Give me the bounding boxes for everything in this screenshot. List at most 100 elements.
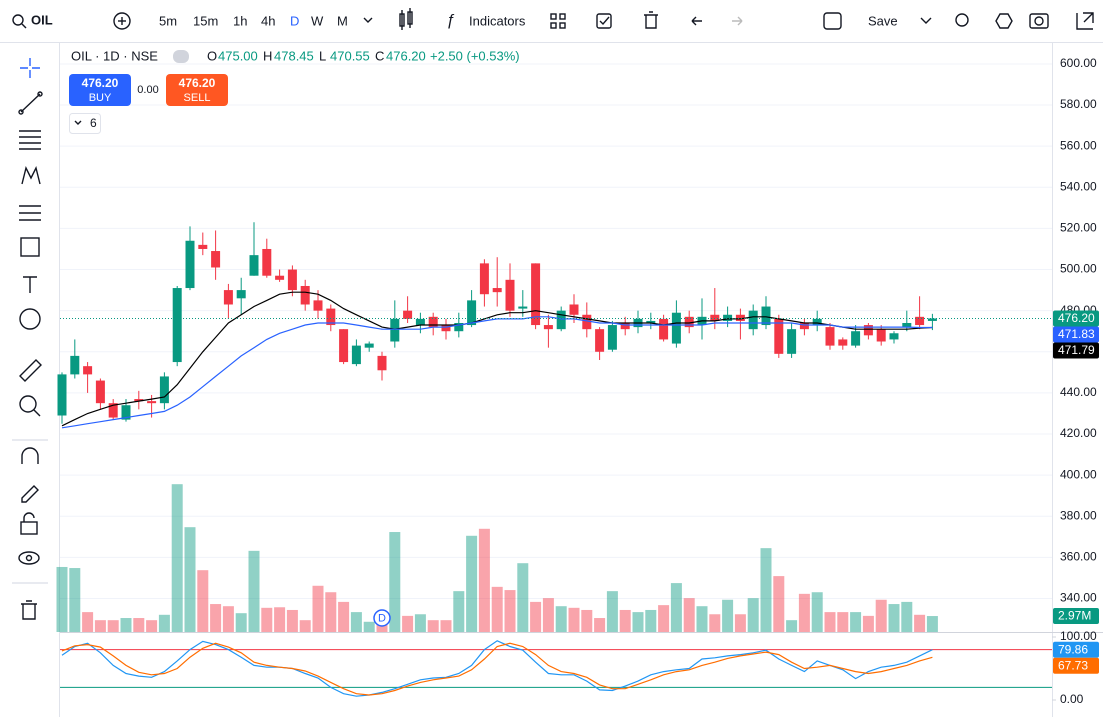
volume-bar xyxy=(734,614,746,632)
legend-change: +2.50 (+0.53%) xyxy=(430,48,520,63)
quantity[interactable]: 6 xyxy=(90,116,97,130)
volume-bar xyxy=(722,599,734,632)
osc-tick-label: 100.00 xyxy=(1060,629,1097,643)
oscillator-line xyxy=(61,642,933,696)
dividend-marker-label: D xyxy=(378,612,386,624)
candle-body xyxy=(787,329,797,354)
oscillator-line xyxy=(61,640,933,697)
volume-bar xyxy=(504,590,516,632)
candle-body xyxy=(147,401,157,404)
candle-body xyxy=(185,240,195,289)
candle-body xyxy=(492,288,502,293)
sell-button[interactable] xyxy=(166,74,228,106)
layouts[interactable] xyxy=(550,13,566,29)
volume-bar xyxy=(197,570,209,632)
y-tick-label: 520.00 xyxy=(1060,221,1097,235)
volume-bar xyxy=(888,604,900,632)
volume-bar xyxy=(760,548,772,632)
candle-body xyxy=(748,310,758,330)
fullscreen[interactable] xyxy=(1076,12,1094,30)
legend-value: 476.20 xyxy=(386,48,426,63)
moving-average xyxy=(61,291,933,427)
checkbox[interactable] xyxy=(823,12,842,30)
y-tick-label: 540.00 xyxy=(1060,179,1097,193)
legend-key: H xyxy=(263,48,272,63)
interval[interactable]: 4h xyxy=(261,13,275,28)
volume-bar xyxy=(325,592,337,632)
dropdown[interactable] xyxy=(920,17,932,24)
candle-body xyxy=(607,325,617,350)
candle-body xyxy=(582,314,592,330)
buy-button[interactable] xyxy=(69,74,131,106)
candle-body xyxy=(287,269,297,291)
fx-icon: ƒ xyxy=(446,12,455,29)
interval[interactable]: M xyxy=(337,13,348,28)
save[interactable]: Save xyxy=(868,13,898,28)
quick-search[interactable] xyxy=(955,13,969,27)
snapshot[interactable] xyxy=(1029,13,1049,29)
y-tick-label: 340.00 xyxy=(1060,591,1097,605)
y-tick-label: 400.00 xyxy=(1060,467,1097,481)
undo[interactable] xyxy=(691,16,702,26)
candle-body xyxy=(646,320,656,323)
candle-body xyxy=(390,318,400,342)
buy-label[interactable]: BUY xyxy=(89,92,112,104)
delete[interactable] xyxy=(644,11,658,29)
volume-bar xyxy=(350,612,362,632)
volume-bar xyxy=(709,614,721,632)
interval[interactable]: 1h xyxy=(233,13,247,28)
volume-bar xyxy=(901,601,913,632)
volume-bar xyxy=(312,585,324,632)
volume-bar xyxy=(811,592,823,632)
price-badge-label: 471.79 xyxy=(1058,343,1095,357)
volume-bar xyxy=(670,583,682,632)
redo[interactable] xyxy=(732,16,743,26)
volume-bar xyxy=(427,620,439,632)
legend-key: O xyxy=(207,48,217,63)
candle-body xyxy=(364,343,374,348)
volume-bar xyxy=(82,612,94,632)
candle-body xyxy=(659,318,669,340)
volume-bar xyxy=(786,620,798,632)
symbol[interactable]: OIL xyxy=(31,12,53,27)
legend-symbol: OIL · 1D · NSE xyxy=(71,48,158,63)
chart-type[interactable] xyxy=(399,8,413,30)
dropdown[interactable] xyxy=(363,17,373,23)
interval[interactable]: 5m xyxy=(159,13,177,28)
legend-value: 470.55 xyxy=(330,48,370,63)
dividend-marker[interactable] xyxy=(373,609,391,627)
buy-price[interactable]: 476.20 xyxy=(82,76,119,90)
alerts[interactable] xyxy=(596,13,612,29)
y-tick-label: 600.00 xyxy=(1060,56,1097,70)
volume-bar xyxy=(875,599,887,632)
interval-active[interactable]: D xyxy=(290,13,299,28)
candle-body xyxy=(211,251,221,268)
candle-body xyxy=(403,310,413,319)
candle-body xyxy=(249,255,259,276)
y-tick-label: 360.00 xyxy=(1060,550,1097,564)
interval[interactable]: 15m xyxy=(193,13,218,28)
volume-bar xyxy=(69,568,81,632)
settings[interactable] xyxy=(995,13,1013,29)
indicators[interactable]: Indicators xyxy=(469,13,526,28)
quantity-box[interactable] xyxy=(69,113,101,134)
trade-panel: 476.20 BUY 0.00 476.20 SELL 6 xyxy=(69,74,228,134)
y-tick-label: 420.00 xyxy=(1060,426,1097,440)
candle-body xyxy=(479,263,489,295)
volume-bar xyxy=(747,598,759,632)
plot: 600.00580.00560.00540.00520.00500.00480.… xyxy=(56,56,1099,706)
candle-body xyxy=(889,333,899,340)
volume-bar xyxy=(184,527,196,632)
candle-body xyxy=(825,327,835,346)
sell-price[interactable]: 476.20 xyxy=(179,76,216,90)
candle-body xyxy=(863,325,873,336)
candle-body xyxy=(95,380,105,404)
candle-body xyxy=(262,248,272,276)
sell-label[interactable]: SELL xyxy=(184,92,211,104)
volume-bar xyxy=(837,612,849,632)
volume-bar xyxy=(120,618,132,632)
price-badge xyxy=(1053,310,1099,327)
volume-bar xyxy=(56,566,68,632)
interval[interactable]: W xyxy=(311,13,324,28)
